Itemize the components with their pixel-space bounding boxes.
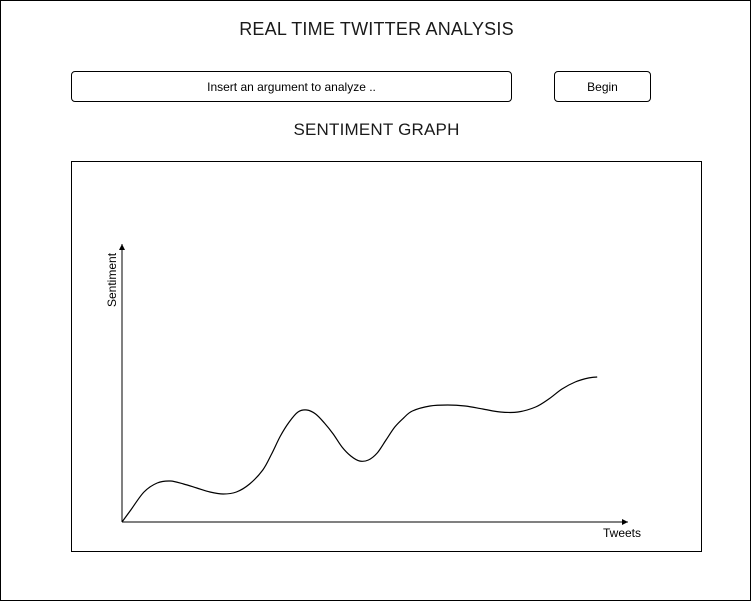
y-axis-label: Sentiment <box>105 252 119 307</box>
sentiment-line <box>121 376 598 523</box>
sentiment-chart: Tweets Sentiment <box>105 244 641 540</box>
begin-button[interactable]: Begin <box>554 71 651 102</box>
graph-title: SENTIMENT GRAPH <box>293 120 460 139</box>
x-axis-label: Tweets <box>603 526 641 540</box>
sentiment-chart-panel: Tweets Sentiment <box>71 161 702 552</box>
argument-search-input[interactable] <box>71 71 512 102</box>
app-title: REAL TIME TWITTER ANALYSIS <box>239 19 514 39</box>
